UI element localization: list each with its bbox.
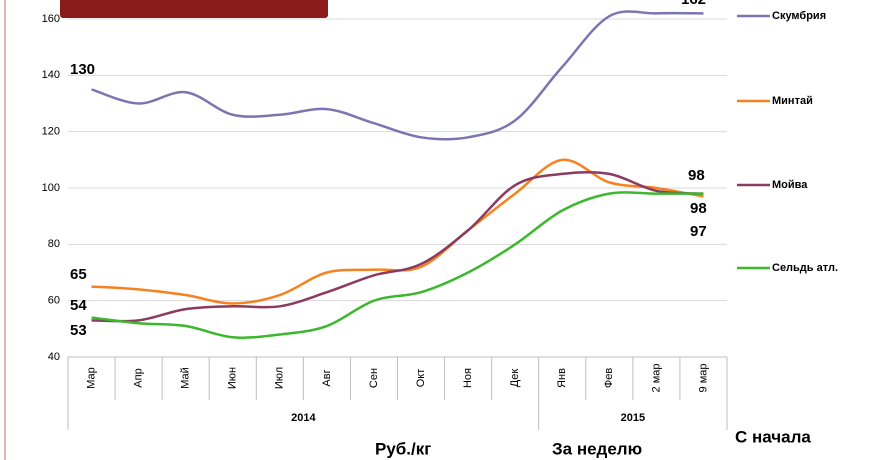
x-tick-label: Фев xyxy=(603,368,615,388)
legend-label: Сельдь атл. xyxy=(772,262,838,274)
x-tick-label: Июн xyxy=(227,367,239,389)
data-label: 65 xyxy=(70,266,87,283)
y-tick-label: 40 xyxy=(48,351,60,363)
group-label: 2015 xyxy=(621,412,645,424)
data-label: 130 xyxy=(70,61,95,78)
y-tick-label: 160 xyxy=(42,13,60,25)
x-tick-label: Апр xyxy=(133,368,145,387)
data-label: 54 xyxy=(70,297,87,314)
y-tick-label: 100 xyxy=(42,182,60,194)
x-tick-label: Авг xyxy=(321,369,333,386)
data-label: 98 xyxy=(690,200,707,217)
y-tick-label: 120 xyxy=(42,126,60,138)
footer-label: За неделю xyxy=(552,439,642,458)
y-tick-label: 60 xyxy=(48,295,60,307)
x-tick-label: 2 мар xyxy=(650,364,662,393)
x-tick-label: Май xyxy=(180,367,192,389)
footer-label: Руб./кг xyxy=(375,439,431,458)
y-tick-label: 80 xyxy=(48,238,60,250)
data-label: 162 xyxy=(681,0,706,8)
x-tick-label: Окт xyxy=(415,369,427,388)
x-tick-label: Ноя xyxy=(462,368,474,388)
series-line xyxy=(91,170,704,323)
header-box xyxy=(60,0,328,18)
x-tick-label: Янв xyxy=(556,368,568,388)
data-label: 53 xyxy=(70,322,87,339)
series-line xyxy=(91,10,704,141)
x-tick-label: Сен xyxy=(368,368,380,388)
data-label: 98 xyxy=(688,167,705,184)
x-tick-label: Июл xyxy=(274,367,286,389)
data-label: 97 xyxy=(690,223,707,240)
x-tick-label: Мар xyxy=(85,367,97,389)
group-label: 2014 xyxy=(291,412,316,424)
legend-label: Минтай xyxy=(772,95,813,107)
legend-label: Скумбрия xyxy=(772,10,826,22)
x-tick-label: Дек xyxy=(509,369,521,388)
y-tick-label: 140 xyxy=(42,69,60,81)
legend-label: Мойва xyxy=(772,179,808,191)
series-line xyxy=(91,191,704,339)
x-tick-label: 9 мар xyxy=(697,364,709,393)
footer-label: С начала xyxy=(735,427,811,446)
